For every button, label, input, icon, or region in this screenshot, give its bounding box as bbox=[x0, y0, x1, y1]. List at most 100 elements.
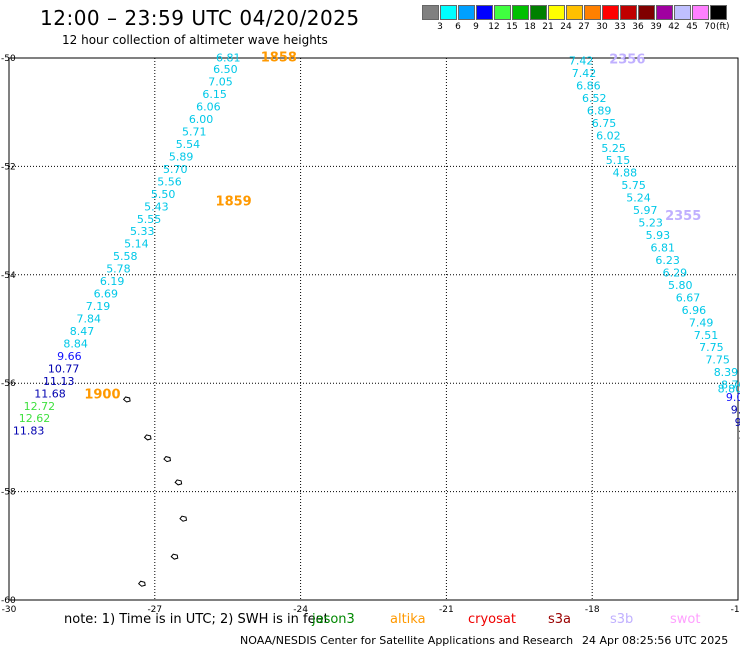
wave-height-value: 8.39 bbox=[714, 366, 739, 379]
wave-height-value: 5.71 bbox=[182, 126, 207, 139]
wave-height-value: 7.42 bbox=[569, 55, 594, 68]
pass-time-label: 1859 bbox=[216, 194, 252, 209]
legend-label: 70 bbox=[704, 22, 716, 32]
mission-label: jason3 bbox=[312, 612, 355, 627]
wave-height-value: 5.75 bbox=[621, 179, 646, 192]
wave-height-value: 7.75 bbox=[705, 354, 730, 367]
lat-tick-label: -54 bbox=[1, 271, 16, 281]
legend-swatch bbox=[692, 5, 709, 20]
legend-label: 9 bbox=[473, 22, 479, 32]
wave-height-value: 7.19 bbox=[86, 300, 111, 313]
wave-height-value: 6.81 bbox=[216, 51, 241, 64]
lon-tick-label: -30 bbox=[2, 605, 17, 615]
wave-height-value: 9.8 bbox=[731, 404, 740, 417]
wave-height-value: 5.56 bbox=[157, 175, 182, 188]
page-title: 12:00 – 23:59 UTC 04/20/2025 bbox=[40, 6, 360, 30]
wave-height-value: 12.62 bbox=[19, 412, 51, 425]
wave-height-value: 7.84 bbox=[77, 312, 102, 325]
lat-tick-label: -60 bbox=[1, 596, 16, 606]
wave-height-value: 6.00 bbox=[189, 113, 214, 126]
mission-label: s3b bbox=[610, 612, 634, 627]
wave-height-value: 6.19 bbox=[100, 275, 125, 288]
wave-height-value: 4.88 bbox=[613, 167, 638, 180]
legend-label: 33 bbox=[614, 22, 626, 32]
wave-height-value: 5.89 bbox=[169, 150, 194, 163]
legend-swatch bbox=[602, 5, 619, 20]
wave-height-value: 5.14 bbox=[124, 238, 149, 251]
legend-swatch bbox=[422, 5, 439, 20]
lat-tick-label: -56 bbox=[1, 379, 16, 389]
footer-note: note: 1) Time is in UTC; 2) SWH is in fe… bbox=[64, 612, 329, 627]
legend-swatch bbox=[584, 5, 601, 20]
legend-swatch bbox=[674, 5, 691, 20]
lat-tick-label: -50 bbox=[1, 54, 16, 64]
lat-tick-label: -58 bbox=[1, 488, 16, 498]
legend-swatch bbox=[620, 5, 637, 20]
wave-height-value: 5.78 bbox=[106, 263, 131, 276]
wave-height-value: 11.13 bbox=[43, 375, 75, 388]
pass-time-label: 1900 bbox=[84, 387, 120, 402]
wave-height-value: 6.52 bbox=[582, 92, 607, 105]
wave-height-value: 8.84 bbox=[63, 337, 88, 350]
wave-height-value: 11.68 bbox=[34, 387, 66, 400]
legend-swatch bbox=[476, 5, 493, 20]
legend-label: 12 bbox=[488, 22, 500, 32]
wave-height-value: 5.24 bbox=[626, 192, 651, 205]
island-outline bbox=[179, 515, 188, 522]
legend-swatch bbox=[458, 5, 475, 20]
legend-label: 21 bbox=[542, 22, 554, 32]
lat-tick-label: -52 bbox=[1, 162, 16, 172]
legend-swatch bbox=[548, 5, 565, 20]
wave-height-value: 6.15 bbox=[202, 88, 227, 101]
wave-height-value: 9.04 bbox=[726, 391, 740, 404]
lon-tick-label: -21 bbox=[439, 605, 454, 615]
island-outline bbox=[122, 396, 131, 403]
legend-label: 45 bbox=[686, 22, 698, 32]
wave-height-value: 5.25 bbox=[601, 142, 626, 155]
wave-height-value: 5.43 bbox=[144, 200, 169, 213]
wave-height-value: 5.80 bbox=[668, 279, 693, 292]
wave-height-value: 12.72 bbox=[24, 400, 56, 413]
legend-unit: (ft) bbox=[716, 22, 730, 32]
wave-height-value: 8.70 bbox=[721, 379, 740, 392]
wave-height-value: 5.50 bbox=[151, 188, 176, 201]
legend-swatch bbox=[530, 5, 547, 20]
wave-height-value: 6.75 bbox=[592, 117, 617, 130]
wave-height-value: 7.51 bbox=[694, 329, 719, 342]
legend-label: 39 bbox=[650, 22, 662, 32]
wave-height-value: 5.97 bbox=[633, 204, 658, 217]
footer-credit: NOAA/NESDIS Center for Satellite Applica… bbox=[240, 634, 574, 647]
wave-height-value: 6.81 bbox=[651, 241, 676, 254]
wave-height-value: 8.80 bbox=[718, 382, 740, 395]
legend-label: 30 bbox=[596, 22, 608, 32]
wave-height-value: 6.86 bbox=[576, 79, 601, 92]
legend-label: 6 bbox=[455, 22, 461, 32]
lon-tick-label: -24 bbox=[293, 605, 308, 615]
mission-label: s3a bbox=[548, 612, 572, 627]
mission-label: altika bbox=[390, 612, 426, 627]
mission-label: cryosat bbox=[468, 612, 516, 627]
pass-time-label: 1858 bbox=[261, 50, 297, 65]
legend-swatch bbox=[656, 5, 673, 20]
wave-height-value: 6.89 bbox=[587, 104, 612, 117]
wave-height-value: 5.93 bbox=[646, 229, 671, 242]
wave-height-value: 10.77 bbox=[48, 362, 80, 375]
page-subtitle: 12 hour collection of altimeter wave hei… bbox=[62, 33, 328, 47]
island-outline bbox=[174, 479, 183, 486]
wave-height-value: 7.49 bbox=[689, 316, 714, 329]
legend-swatch bbox=[494, 5, 511, 20]
island-outline bbox=[170, 553, 179, 560]
wave-height-value: 6.67 bbox=[676, 291, 701, 304]
legend-label: 24 bbox=[560, 22, 572, 32]
wave-height-value: 7.05 bbox=[208, 76, 233, 89]
pass-time-label: 2356 bbox=[609, 52, 645, 67]
legend-swatch bbox=[566, 5, 583, 20]
legend-label: 36 bbox=[632, 22, 644, 32]
legend-label: 42 bbox=[668, 22, 680, 32]
island-outline bbox=[163, 456, 172, 463]
wave-height-value: 9. bbox=[735, 416, 740, 429]
legend-swatch bbox=[710, 5, 727, 20]
wave-height-value: 9.66 bbox=[57, 350, 82, 363]
wave-height-value: 5.70 bbox=[163, 163, 188, 176]
wave-height-value: 7.42 bbox=[572, 67, 597, 80]
